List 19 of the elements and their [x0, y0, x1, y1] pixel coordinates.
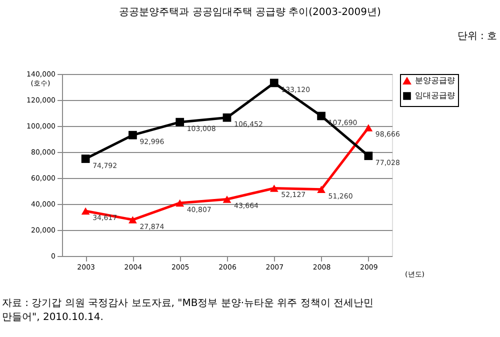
point	[222, 113, 232, 122]
point	[128, 216, 137, 224]
point	[270, 184, 278, 192]
point	[364, 152, 373, 160]
point	[81, 154, 90, 163]
point	[364, 124, 373, 132]
point	[176, 118, 184, 126]
point	[176, 199, 184, 207]
point	[317, 186, 326, 193]
text: 자료 : 강기갑 의원 국정감사 보도자료, "MB정부 분양·뉴타운 위주 정책이 전세난민 만들어", 2010.10.14.	[2, 298, 374, 323]
point	[270, 78, 278, 88]
text: 단위 : 호	[457, 31, 497, 42]
point	[222, 196, 232, 203]
point	[128, 130, 137, 140]
legend-label: 분양공급량	[415, 76, 455, 85]
chart-title: 공공분양주택과 공공임대주택 공급량 추이(2003-2009년)	[119, 7, 382, 18]
legend-label: 임대공급량	[415, 91, 455, 100]
point	[317, 112, 326, 120]
point	[81, 207, 90, 215]
